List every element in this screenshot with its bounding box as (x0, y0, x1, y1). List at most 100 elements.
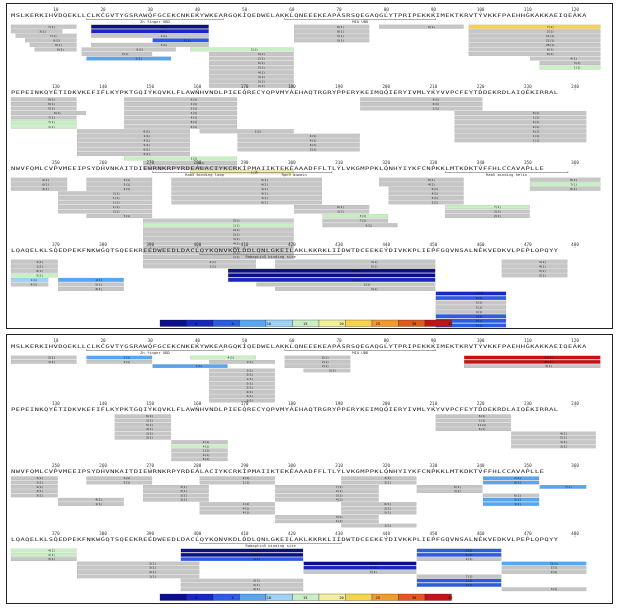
position-tick-label: 150 (146, 401, 154, 407)
peptide-count-label: 7(1) (360, 219, 367, 223)
peptide-count-label: 4(1) (233, 241, 240, 245)
position-tick-label: 390 (146, 242, 154, 248)
peptide-count-label: 1(1) (466, 583, 473, 587)
position-tick-label: 310 (335, 463, 343, 469)
peptide-bar (58, 502, 124, 506)
peptide-count-label: 3(1) (336, 493, 343, 497)
position-tick-label: 250 (52, 160, 60, 166)
peptide-count-label: 26(1) (546, 43, 555, 47)
peptide-count-label: 6(1) (258, 61, 265, 65)
position-tick-label: 300 (288, 463, 296, 469)
peptide-bar (530, 56, 601, 61)
peptide-count-label: 4(1) (161, 29, 168, 33)
peptide-count-label: 4(1) (261, 182, 268, 186)
peptide-bar (209, 398, 275, 403)
peptide-bar (468, 42, 601, 47)
peptide-bar (454, 133, 587, 138)
peptide-bar (180, 587, 304, 592)
peptide-count-label: 3(1) (149, 566, 156, 570)
peptide-bar (91, 29, 209, 34)
position-tick-label: 100 (477, 338, 485, 344)
peptide-bar (435, 291, 507, 296)
protein-sequence: NWVFQMLCVPVMEEIPSYDHVNKAITDIEWRNKRPYRDEA… (11, 469, 545, 474)
position-tick-label: 230 (524, 401, 532, 407)
peptide-count-label: 3(1) (233, 246, 240, 250)
legend-swatch (186, 319, 214, 327)
peptide-count-label: 1(1) (253, 557, 260, 561)
peptide-count-label: 1(1) (203, 449, 210, 453)
peptide-bar (275, 493, 379, 498)
peptide-bar (10, 493, 58, 498)
peptide-count-label: 1(1) (533, 138, 540, 142)
peptide-bar (416, 485, 483, 489)
peptide-bar (482, 493, 540, 498)
domain-label: MIU UBD (352, 19, 369, 24)
peptide-count-label: 7(1) (494, 205, 501, 209)
peptide-bar (58, 191, 153, 196)
peptide-count-label: 4(1) (42, 187, 49, 191)
peptide-count-label: 1(1) (337, 210, 344, 214)
peptide-bar (91, 42, 209, 47)
peptide-count-label: 2(1) (310, 148, 317, 152)
peptide-bar (10, 480, 58, 485)
position-tick-label: 110 (524, 7, 532, 13)
peptide-bar (501, 587, 587, 592)
domain-bracket (86, 349, 224, 351)
peptide-bar (539, 485, 587, 489)
peptide-count-label: 4(1) (191, 116, 198, 120)
peptide-bar (124, 120, 238, 125)
peptide-count-label: 5(1) (476, 305, 483, 309)
peptide-bar (58, 195, 153, 200)
peptide-bar (180, 578, 304, 583)
peptide-bar (143, 245, 294, 250)
peptide-count-label: 3(1) (551, 587, 558, 591)
peptide-count-label: 3(1) (48, 557, 55, 561)
position-tick-label: 330 (430, 160, 438, 166)
peptide-bar (143, 250, 294, 255)
peptide-bar (143, 223, 294, 228)
peptide-bar (58, 497, 124, 502)
peptide-bar (209, 79, 294, 84)
peptide-count-label: 7(1) (48, 116, 55, 120)
position-tick-label: 430 (335, 242, 343, 248)
peptide-bar (199, 476, 275, 481)
peptide-bar (10, 553, 77, 557)
peptide-bar (435, 296, 507, 301)
position-tick-label: 100 (477, 7, 485, 13)
peptide-bar (143, 485, 209, 489)
peptide-bar (171, 191, 322, 196)
peptide-bar (275, 264, 436, 269)
peptide-count-label: 7(1) (547, 25, 554, 29)
coverage-panel-top: 10 20 30 40 50 60 70 80 90 100 110 120 MSLKERKIHVDQE… (6, 3, 613, 329)
position-tick-label: 350 (524, 463, 532, 469)
peptide-count-label: 3(1) (371, 260, 378, 264)
peptide-count-label: 5(1) (203, 457, 210, 461)
peptide-count-label: 5(1) (560, 436, 567, 440)
peptide-bar (171, 448, 228, 453)
peptide-bar (501, 565, 587, 570)
peptide-count-label: 2(1) (48, 356, 55, 360)
peptide-bar (10, 277, 49, 282)
peptide-bar (228, 268, 436, 273)
peptide-bar (275, 287, 436, 291)
peptide-count-label: 6(1) (261, 201, 268, 205)
peptide-bar (77, 152, 190, 156)
peptide-bar (10, 124, 77, 129)
peptide-count-label: 3(1) (432, 196, 439, 200)
peptide-bar (294, 33, 370, 38)
peptide-count-label: 7(1) (514, 476, 521, 480)
peptide-count-label: 2(1) (246, 386, 253, 390)
peptide-bar (10, 268, 58, 273)
peptide-count-label: 4(1) (203, 444, 210, 448)
position-tick-label: 220 (477, 401, 485, 407)
position-tick-label: 310 (335, 160, 343, 166)
peptide-count-label: 17(1) (475, 292, 484, 296)
peptide-bar (143, 264, 256, 269)
peptide-bar (322, 223, 398, 228)
peptide-bar (209, 52, 294, 56)
peptide-count-label: 1(1) (479, 419, 486, 423)
sequence-block: 370380390400410420430440450460470480490L… (10, 531, 587, 592)
peptide-count-label: 2(1) (322, 364, 329, 368)
peptide-count-label: 3(1) (36, 481, 43, 485)
position-tick-label: 340 (477, 160, 485, 166)
